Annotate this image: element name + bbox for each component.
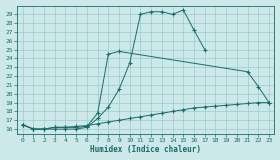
X-axis label: Humidex (Indice chaleur): Humidex (Indice chaleur) [90,145,201,154]
